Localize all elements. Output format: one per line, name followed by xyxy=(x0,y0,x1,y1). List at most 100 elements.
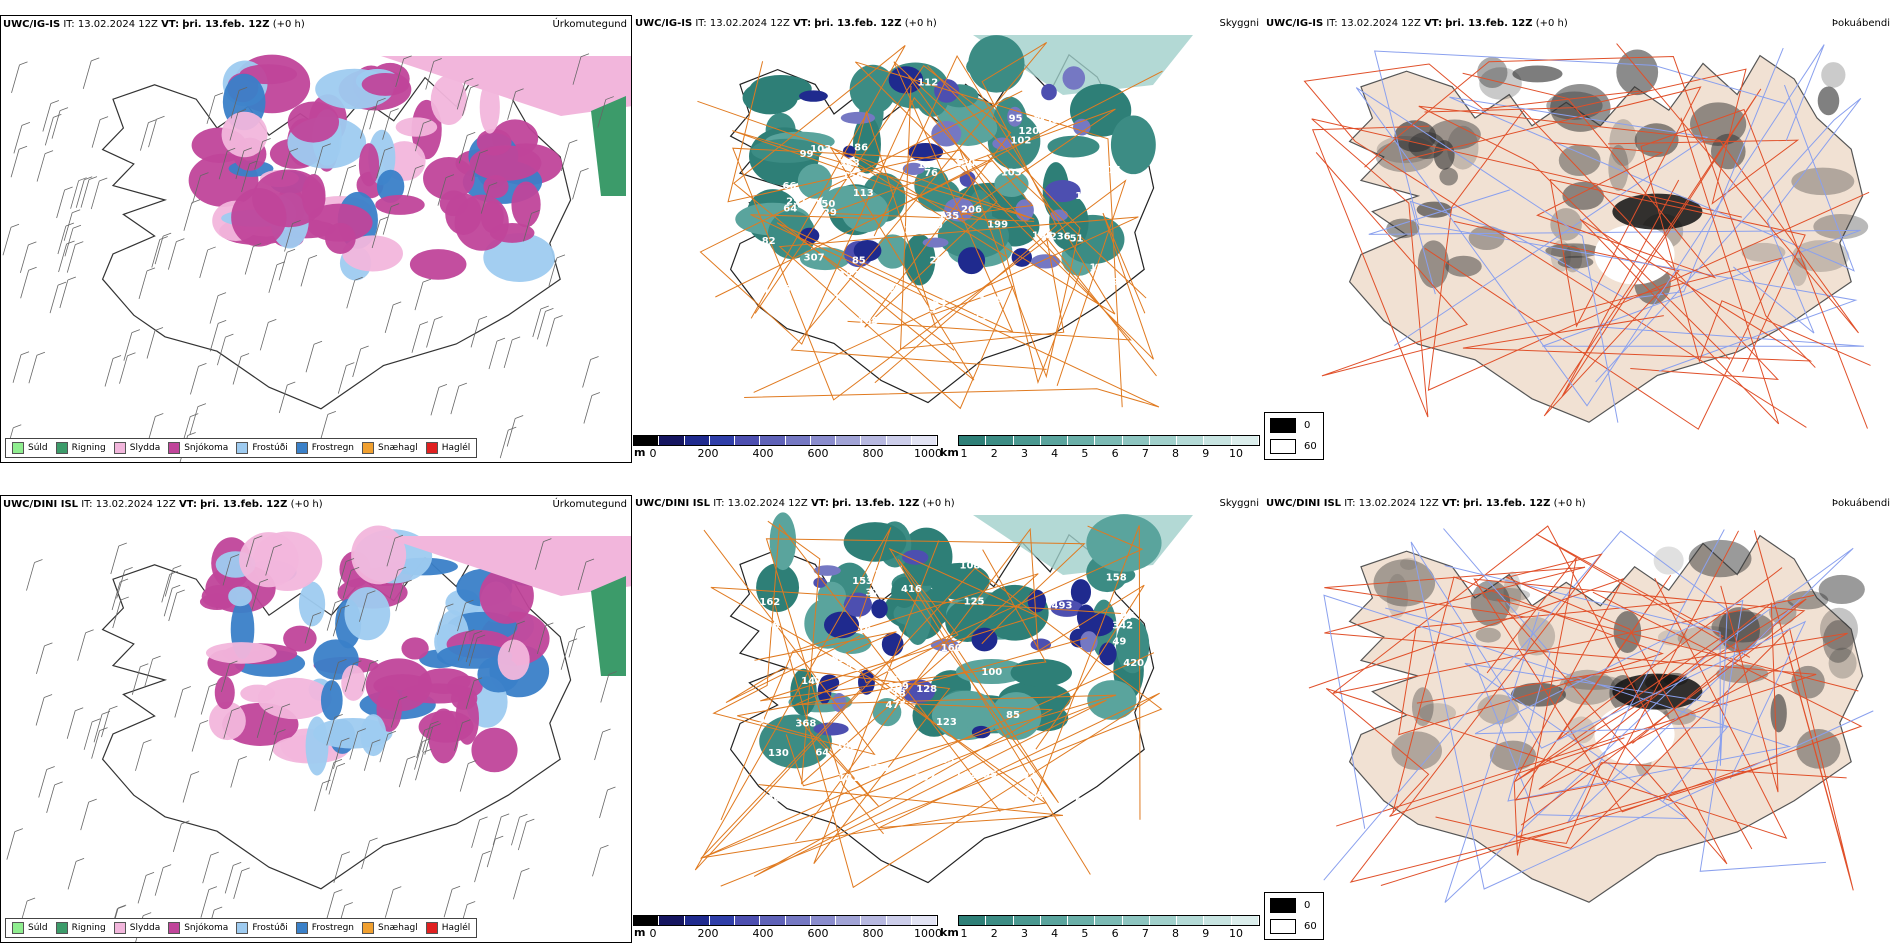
wind-barb xyxy=(382,203,400,235)
wind-barb xyxy=(244,243,262,275)
wind-barb xyxy=(582,356,599,388)
wind-barb xyxy=(232,353,250,385)
colorbar-tick: 7 xyxy=(1141,927,1149,940)
wind-barb xyxy=(199,246,216,279)
panel-header: UWC/DINI ISL IT: 13.02.2024 12Z VT: þri.… xyxy=(1266,498,1586,509)
legend-swatch xyxy=(236,442,249,454)
river-line xyxy=(1323,530,1728,881)
precip-area xyxy=(341,664,366,701)
legend-label: Frostúði xyxy=(252,443,288,453)
visibility-colorbar: 1 2 3 4 5 6 7 8 9 10 xyxy=(958,915,1260,949)
visibility-value: 395 xyxy=(976,770,997,781)
visibility-area xyxy=(1115,617,1150,674)
fog-area xyxy=(1512,65,1563,83)
wind-barb xyxy=(305,340,323,373)
colorbar-tick: 9 xyxy=(1202,927,1210,940)
fog-map xyxy=(1308,525,1874,903)
wind-barb xyxy=(583,392,601,424)
wind-barb xyxy=(222,554,240,586)
colorbar-tick: 400 xyxy=(752,927,774,940)
fog-area xyxy=(1559,669,1616,706)
wind-barb xyxy=(58,240,75,273)
precip-area xyxy=(428,708,459,764)
wind-barb xyxy=(426,316,443,348)
legend-item-1: Rigning xyxy=(55,442,106,454)
visibility-value: 64 xyxy=(815,747,829,758)
fog-area xyxy=(1400,557,1418,570)
visibility-value: 88 xyxy=(1089,754,1103,765)
wind-barb xyxy=(454,719,471,751)
colorbar-strip xyxy=(633,915,938,926)
terrain-area xyxy=(902,549,929,565)
wind-barb xyxy=(59,276,76,309)
visibility-area xyxy=(1086,514,1162,572)
wind-barb xyxy=(349,728,366,760)
precip-area xyxy=(221,111,268,158)
wind-barb xyxy=(161,570,178,603)
colorbar-tick: 2 xyxy=(990,447,998,460)
precip-area xyxy=(375,194,425,215)
precip-area xyxy=(358,143,380,187)
wind-barb xyxy=(148,115,165,148)
panel-title: Úrkomutegund xyxy=(552,499,627,510)
precip-area xyxy=(287,101,340,143)
wind-barb xyxy=(462,84,479,116)
legend-swatch xyxy=(55,922,68,934)
fog-area xyxy=(1818,574,1865,604)
colorbar-tick: 6 xyxy=(1111,927,1119,940)
wind-barb xyxy=(82,57,100,89)
colorbar-tick: 200 xyxy=(697,927,719,940)
wind-barb xyxy=(345,660,362,692)
visibility-value: 36 xyxy=(777,284,791,295)
river-line xyxy=(1409,47,1784,300)
wind-barb xyxy=(486,835,504,868)
visibility-value: 130 xyxy=(1038,115,1059,126)
colorbar-tick: 10 xyxy=(1229,927,1243,940)
visibility-value: 85 xyxy=(852,256,866,267)
fog-area xyxy=(1657,629,1687,646)
cloud-swatch-0 xyxy=(1270,418,1296,433)
wind-barb xyxy=(259,318,277,351)
legend-swatch xyxy=(113,922,126,934)
legend-label: Frostregn xyxy=(311,923,355,933)
road-line xyxy=(1514,533,1807,782)
wind-barb xyxy=(314,143,331,175)
visibility-value: 53 xyxy=(941,755,955,766)
fog-area xyxy=(1791,167,1855,196)
wind-barb xyxy=(339,164,357,197)
wind-barb xyxy=(93,710,111,743)
visibility-value: 120 xyxy=(1018,126,1039,137)
road-line xyxy=(699,586,1124,859)
legend-item-7: Haglél xyxy=(425,922,470,934)
colorbar-tick: 4 xyxy=(1051,927,1059,940)
visibility-value: 142 xyxy=(955,770,976,781)
terrain-area xyxy=(853,239,882,262)
wind-barb xyxy=(507,88,524,120)
legend-item-5: Frostregn xyxy=(295,442,354,454)
fog-area xyxy=(1613,610,1642,653)
wind-barb xyxy=(67,858,85,890)
wind-barb xyxy=(154,232,172,265)
visibility-value: 135 xyxy=(938,211,959,222)
wind-barb xyxy=(534,538,552,570)
visibility-value: 156 xyxy=(842,171,863,182)
wind-barb xyxy=(379,730,397,763)
visibility-value: 127 xyxy=(839,270,860,281)
legend-item-2: Slydda xyxy=(113,922,160,934)
legend-label: Snæhagl xyxy=(378,923,418,933)
panel-header: UWC/IG-IS IT: 13.02.2024 12Z VT: þri. 13… xyxy=(635,18,937,29)
wind-barb xyxy=(235,147,253,179)
fog-area xyxy=(1439,167,1458,186)
legend-label: Súld xyxy=(28,923,48,933)
colorbar-tick: 600 xyxy=(807,927,829,940)
road-line xyxy=(1462,72,1717,279)
fog-area xyxy=(1447,125,1479,170)
colorbar-tick: 4 xyxy=(1051,447,1059,460)
road-line xyxy=(737,637,1088,807)
terrain-area xyxy=(843,592,872,617)
road-line xyxy=(699,90,1132,345)
legend-swatch xyxy=(425,922,438,934)
fog-panel-ig: UWC/IG-IS IT: 13.02.2024 12Z VT: þri. 13… xyxy=(1264,15,1900,463)
road-line xyxy=(1473,578,1863,826)
panel-title: Skyggni xyxy=(1219,498,1259,509)
